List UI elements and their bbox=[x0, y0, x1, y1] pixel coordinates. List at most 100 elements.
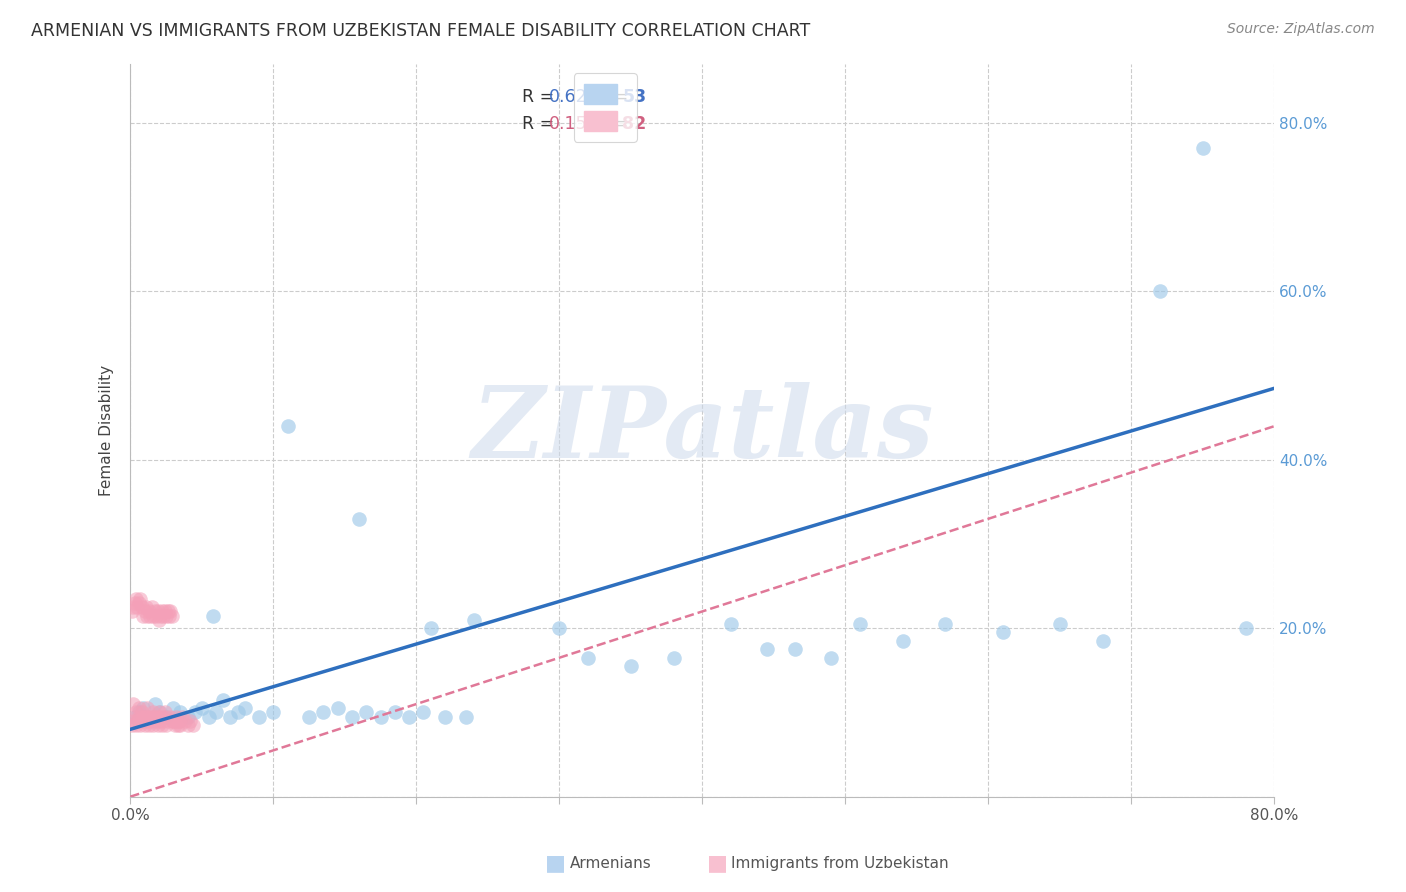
Point bbox=[662, 650, 685, 665]
Text: ■: ■ bbox=[707, 854, 727, 873]
Point bbox=[136, 608, 159, 623]
Point bbox=[463, 613, 485, 627]
Point bbox=[326, 701, 349, 715]
Point bbox=[142, 608, 165, 623]
Point bbox=[142, 706, 165, 720]
Text: 53: 53 bbox=[623, 88, 647, 106]
Point bbox=[173, 714, 195, 728]
Point bbox=[124, 709, 146, 723]
Point bbox=[152, 714, 174, 728]
Point bbox=[150, 718, 173, 732]
Point bbox=[548, 621, 571, 635]
Point bbox=[205, 706, 228, 720]
Point bbox=[153, 604, 176, 618]
Point bbox=[146, 718, 169, 732]
Point bbox=[128, 709, 150, 723]
Point bbox=[143, 697, 166, 711]
Point bbox=[125, 706, 148, 720]
Point bbox=[135, 714, 157, 728]
Point bbox=[132, 701, 155, 715]
Point bbox=[122, 697, 145, 711]
Text: Source: ZipAtlas.com: Source: ZipAtlas.com bbox=[1227, 22, 1375, 37]
Point bbox=[162, 714, 184, 728]
Point bbox=[129, 718, 152, 732]
Text: ZIPatlas: ZIPatlas bbox=[471, 382, 934, 479]
Point bbox=[166, 718, 188, 732]
Point bbox=[145, 608, 167, 623]
Point bbox=[165, 714, 187, 728]
Text: ARMENIAN VS IMMIGRANTS FROM UZBEKISTAN FEMALE DISABILITY CORRELATION CHART: ARMENIAN VS IMMIGRANTS FROM UZBEKISTAN F… bbox=[31, 22, 810, 40]
Point bbox=[176, 718, 198, 732]
Point bbox=[456, 709, 478, 723]
Point bbox=[312, 706, 335, 720]
Point bbox=[848, 617, 870, 632]
Point bbox=[419, 621, 441, 635]
Point bbox=[141, 709, 163, 723]
Point bbox=[620, 659, 643, 673]
Point bbox=[262, 706, 284, 720]
Point bbox=[157, 608, 180, 623]
Point bbox=[143, 604, 166, 618]
Text: N =: N = bbox=[595, 115, 634, 133]
Point bbox=[991, 625, 1014, 640]
Point bbox=[138, 718, 160, 732]
Point bbox=[142, 718, 165, 732]
Point bbox=[149, 608, 172, 623]
Point bbox=[139, 608, 162, 623]
Point bbox=[167, 714, 190, 728]
Point bbox=[150, 604, 173, 618]
Point bbox=[153, 706, 176, 720]
Point bbox=[170, 709, 193, 723]
Point bbox=[1234, 621, 1257, 635]
Point bbox=[347, 512, 370, 526]
Point bbox=[132, 709, 155, 723]
Text: R =: R = bbox=[522, 115, 560, 133]
Point bbox=[356, 706, 378, 720]
Point bbox=[202, 608, 225, 623]
Point bbox=[162, 701, 184, 715]
Point bbox=[785, 642, 807, 657]
Point bbox=[155, 709, 177, 723]
Point bbox=[156, 714, 179, 728]
Point bbox=[139, 709, 162, 723]
Point bbox=[134, 604, 156, 618]
Text: 0.623: 0.623 bbox=[550, 88, 599, 106]
Point bbox=[129, 591, 152, 606]
Point bbox=[226, 706, 249, 720]
Point bbox=[124, 709, 146, 723]
Point bbox=[132, 608, 155, 623]
Point bbox=[150, 709, 173, 723]
Point bbox=[219, 709, 242, 723]
Point bbox=[139, 714, 162, 728]
Point bbox=[198, 709, 221, 723]
Point bbox=[124, 596, 146, 610]
Point bbox=[149, 709, 172, 723]
Point bbox=[127, 714, 149, 728]
Point bbox=[169, 718, 191, 732]
Point bbox=[934, 617, 956, 632]
Text: Immigrants from Uzbekistan: Immigrants from Uzbekistan bbox=[731, 856, 949, 871]
Point bbox=[212, 693, 235, 707]
Point bbox=[152, 608, 174, 623]
Point bbox=[122, 714, 145, 728]
Point bbox=[135, 600, 157, 615]
Point bbox=[181, 718, 204, 732]
Point bbox=[121, 718, 143, 732]
Point bbox=[1149, 285, 1171, 299]
Point bbox=[412, 706, 434, 720]
Text: 82: 82 bbox=[623, 115, 647, 133]
Point bbox=[145, 709, 167, 723]
Point bbox=[125, 591, 148, 606]
Text: Armenians: Armenians bbox=[569, 856, 651, 871]
Point bbox=[176, 709, 198, 723]
Point bbox=[233, 701, 256, 715]
Point bbox=[127, 600, 149, 615]
Point bbox=[141, 600, 163, 615]
Point bbox=[183, 706, 205, 720]
Point bbox=[121, 604, 143, 618]
Point bbox=[159, 604, 181, 618]
Point bbox=[131, 714, 153, 728]
Point bbox=[169, 706, 191, 720]
Point bbox=[179, 714, 201, 728]
Point bbox=[755, 642, 778, 657]
